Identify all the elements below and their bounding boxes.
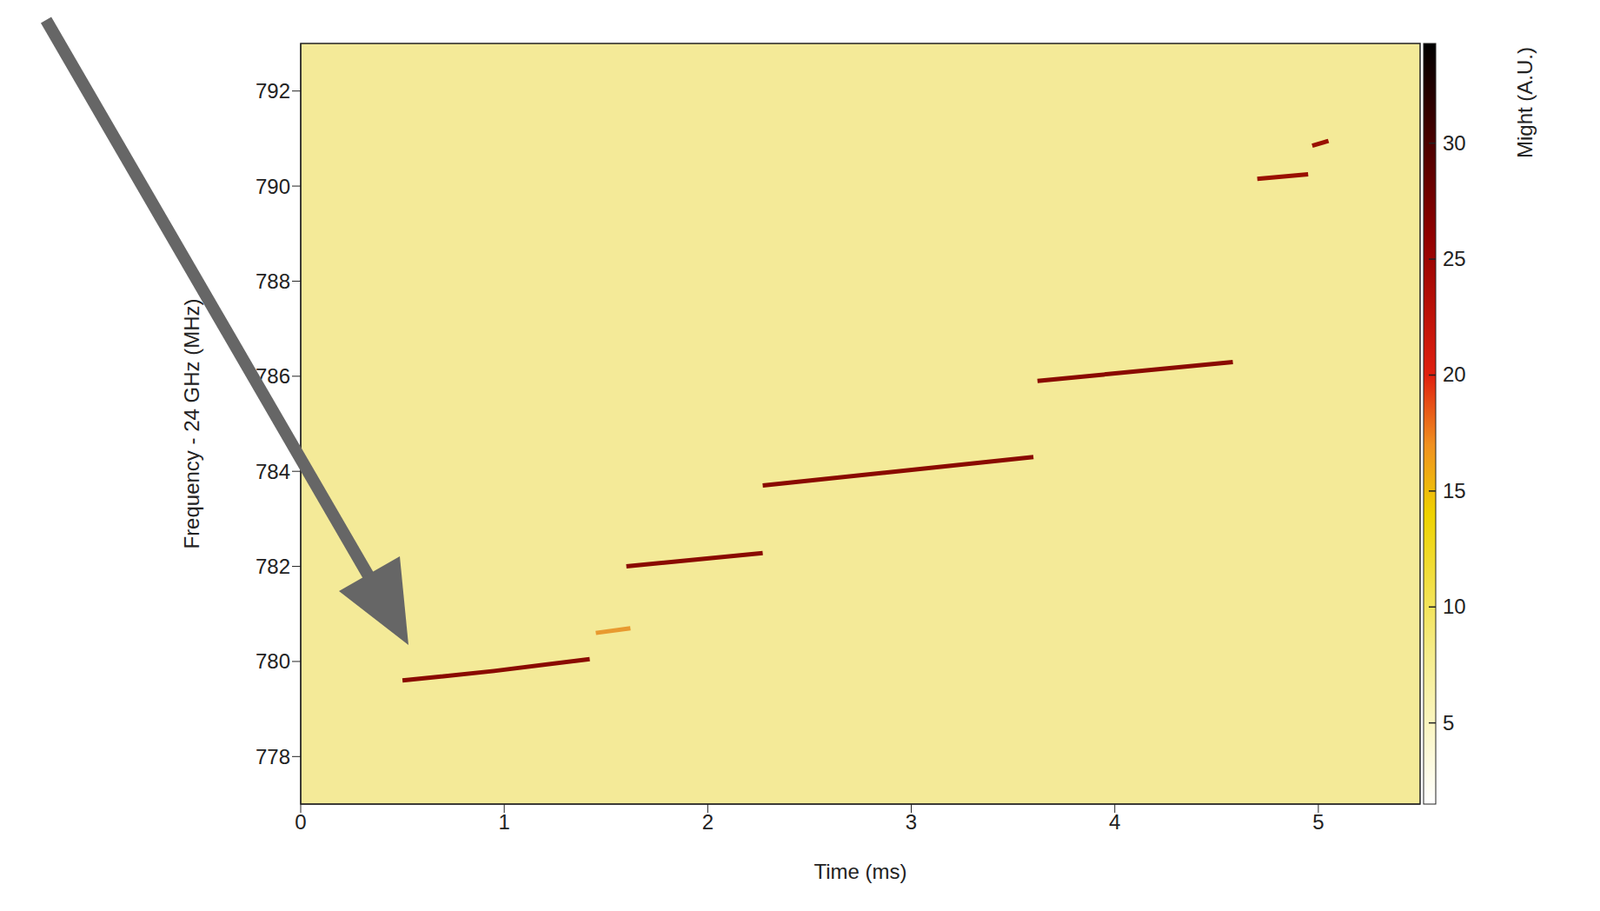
svg-text:784: 784 [255, 459, 291, 484]
svg-text:782: 782 [255, 554, 291, 578]
svg-text:20: 20 [1442, 362, 1467, 386]
svg-text:788: 788 [255, 269, 291, 293]
svg-text:778: 778 [255, 744, 291, 769]
svg-text:0: 0 [294, 809, 306, 834]
svg-text:3: 3 [905, 809, 917, 834]
svg-text:2: 2 [702, 809, 714, 834]
svg-text:792: 792 [255, 79, 291, 103]
svg-text:30: 30 [1442, 131, 1467, 155]
svg-text:15: 15 [1442, 478, 1467, 503]
svg-text:786: 786 [255, 364, 291, 388]
svg-text:25: 25 [1442, 246, 1467, 271]
svg-text:5: 5 [1312, 809, 1324, 834]
svg-text:4: 4 [1108, 809, 1121, 834]
svg-text:Might (A.U.): Might (A.U.) [1513, 46, 1537, 159]
svg-text:Time (ms): Time (ms) [813, 859, 907, 883]
svg-text:5: 5 [1442, 710, 1454, 735]
svg-text:10: 10 [1442, 594, 1467, 618]
svg-text:780: 780 [255, 649, 291, 673]
svg-text:Frequency - 24 GHz (MHz): Frequency - 24 GHz (MHz) [179, 298, 204, 549]
svg-text:1: 1 [498, 809, 511, 834]
svg-text:790: 790 [255, 174, 291, 199]
